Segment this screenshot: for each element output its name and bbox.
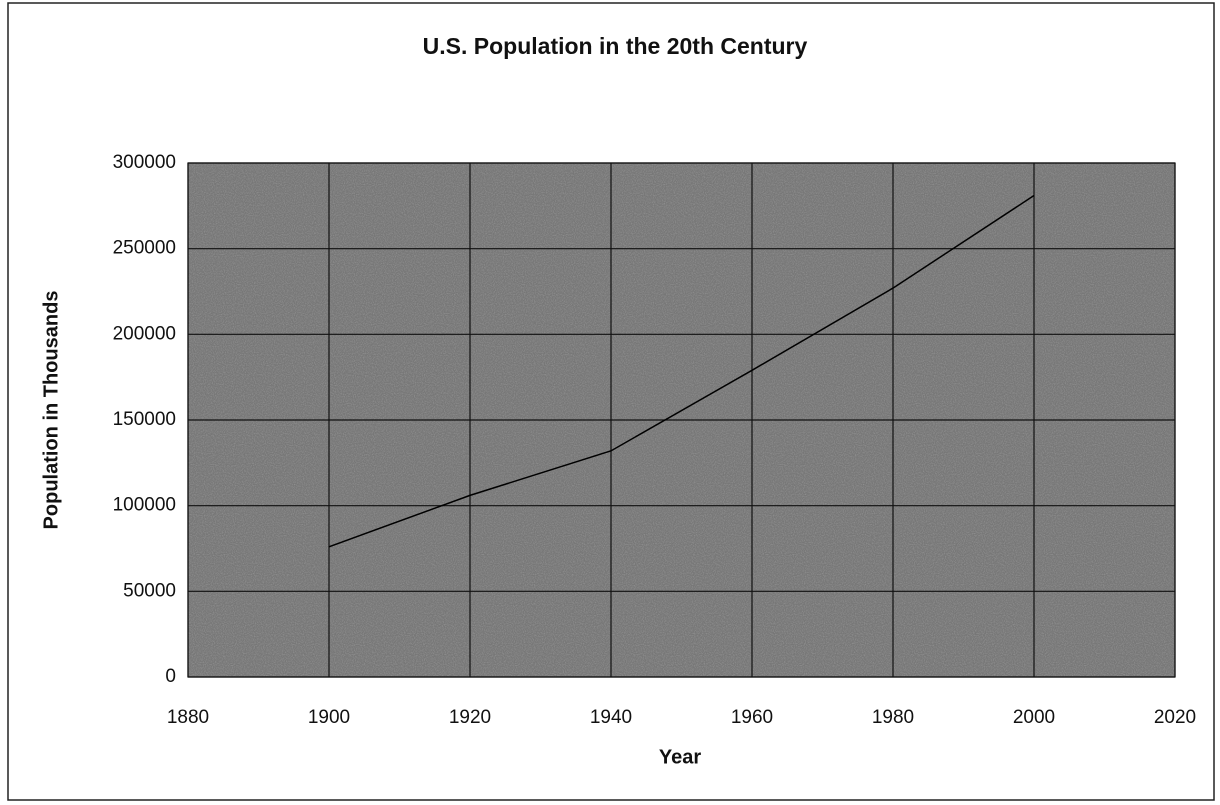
y-tick-label: 150000 [113, 409, 176, 430]
y-tick-label: 200000 [113, 323, 176, 344]
x-tick-label: 2020 [1154, 707, 1196, 728]
chart-title: U.S. Population in the 20th Century [423, 33, 808, 59]
x-tick-label: 1960 [731, 707, 773, 728]
x-axis-title: Year [659, 746, 701, 768]
x-tick-label: 1900 [308, 707, 350, 728]
plot-border [187, 162, 1176, 678]
y-tick-label: 50000 [123, 580, 176, 601]
x-tick-label: 1880 [167, 707, 209, 728]
x-tick-label: 1980 [872, 707, 914, 728]
y-tick-label: 300000 [113, 152, 176, 173]
x-tick-label: 1940 [590, 707, 632, 728]
y-tick-label: 250000 [113, 238, 176, 259]
x-tick-label: 2000 [1013, 707, 1055, 728]
y-tick-label: 0 [165, 666, 176, 687]
y-axis-title: Population in Thousands [40, 291, 62, 530]
data-line [328, 194, 1035, 548]
y-tick-label: 100000 [113, 495, 176, 516]
x-tick-label: 1920 [449, 707, 491, 728]
